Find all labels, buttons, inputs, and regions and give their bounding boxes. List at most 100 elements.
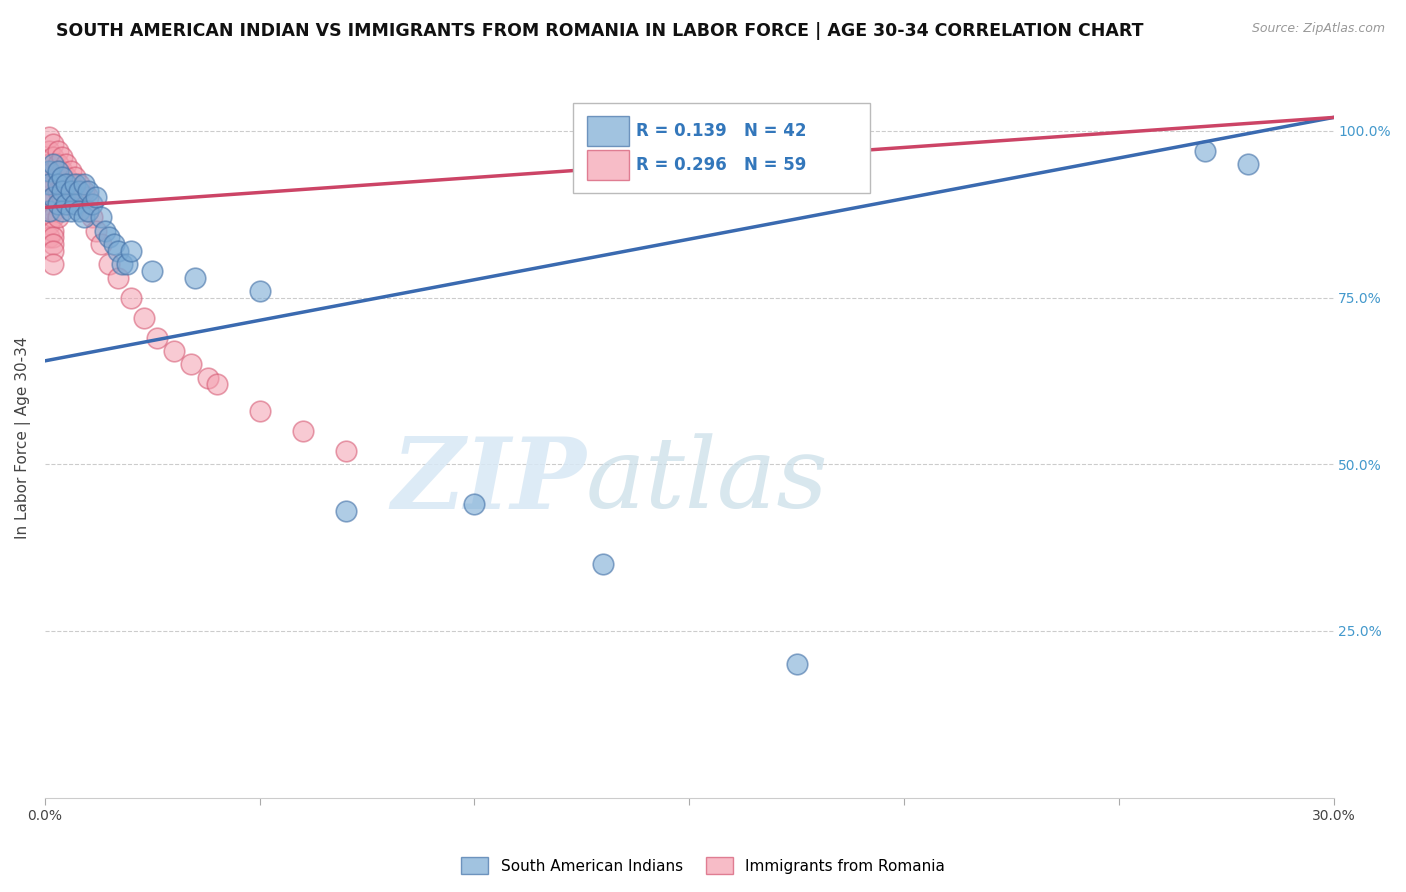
- Point: [63, 177, 86, 191]
- Point: [55, 197, 77, 211]
- Point: [55, 157, 77, 171]
- Point: [42, 257, 65, 271]
- Point: [38, 230, 60, 244]
- Point: [51, 203, 73, 218]
- Point: [90, 237, 112, 252]
- Point: [55, 177, 77, 191]
- Point: [82, 197, 104, 211]
- Point: [76, 203, 98, 218]
- Text: R = 0.296   N = 59: R = 0.296 N = 59: [637, 156, 807, 174]
- Point: [76, 184, 98, 198]
- Point: [42, 190, 65, 204]
- FancyBboxPatch shape: [588, 116, 628, 146]
- Legend: South American Indians, Immigrants from Romania: South American Indians, Immigrants from …: [454, 851, 952, 880]
- Point: [51, 163, 73, 178]
- Point: [107, 244, 129, 258]
- Point: [42, 151, 65, 165]
- Point: [82, 211, 104, 225]
- Text: ZIP: ZIP: [391, 433, 586, 529]
- Point: [786, 657, 808, 672]
- Text: atlas: atlas: [586, 434, 830, 528]
- Point: [55, 170, 77, 185]
- Point: [38, 203, 60, 218]
- Point: [59, 184, 82, 198]
- Point: [46, 211, 69, 225]
- Point: [180, 357, 202, 371]
- Point: [249, 404, 271, 418]
- Point: [51, 184, 73, 198]
- Point: [90, 211, 112, 225]
- Point: [46, 163, 69, 178]
- Point: [86, 224, 108, 238]
- Point: [463, 497, 485, 511]
- Point: [98, 230, 121, 244]
- Point: [51, 177, 73, 191]
- Point: [42, 157, 65, 171]
- Point: [46, 184, 69, 198]
- Point: [38, 203, 60, 218]
- Point: [76, 190, 98, 204]
- Point: [38, 163, 60, 178]
- Point: [38, 144, 60, 158]
- Point: [205, 377, 228, 392]
- FancyBboxPatch shape: [574, 103, 869, 193]
- Point: [42, 230, 65, 244]
- Point: [42, 203, 65, 218]
- Point: [42, 237, 65, 252]
- Point: [46, 197, 69, 211]
- Text: Source: ZipAtlas.com: Source: ZipAtlas.com: [1251, 22, 1385, 36]
- Point: [145, 330, 167, 344]
- Point: [115, 257, 138, 271]
- Point: [51, 151, 73, 165]
- Point: [592, 558, 614, 572]
- Point: [63, 184, 86, 198]
- Point: [335, 504, 357, 518]
- Point: [59, 203, 82, 218]
- Point: [51, 170, 73, 185]
- Point: [59, 190, 82, 204]
- Point: [51, 190, 73, 204]
- FancyBboxPatch shape: [588, 150, 628, 180]
- Point: [86, 190, 108, 204]
- Point: [132, 310, 155, 325]
- Point: [98, 257, 121, 271]
- Point: [141, 264, 163, 278]
- Point: [38, 130, 60, 145]
- Point: [76, 203, 98, 218]
- Point: [42, 137, 65, 152]
- Y-axis label: In Labor Force | Age 30-34: In Labor Force | Age 30-34: [15, 336, 31, 539]
- Point: [42, 244, 65, 258]
- Point: [42, 190, 65, 204]
- Point: [72, 184, 94, 198]
- Point: [42, 177, 65, 191]
- Point: [163, 343, 186, 358]
- Point: [59, 163, 82, 178]
- Point: [38, 184, 60, 198]
- Point: [67, 177, 90, 191]
- Point: [46, 157, 69, 171]
- Point: [46, 197, 69, 211]
- Point: [46, 177, 69, 191]
- Point: [46, 144, 69, 158]
- Point: [38, 170, 60, 185]
- Point: [111, 257, 134, 271]
- Point: [42, 211, 65, 225]
- Point: [94, 224, 117, 238]
- Point: [38, 197, 60, 211]
- Point: [67, 184, 90, 198]
- Point: [63, 197, 86, 211]
- Point: [335, 443, 357, 458]
- Point: [197, 370, 219, 384]
- Point: [67, 190, 90, 204]
- Point: [1236, 157, 1258, 171]
- Point: [291, 424, 314, 438]
- Point: [42, 163, 65, 178]
- Point: [46, 170, 69, 185]
- Point: [1194, 144, 1216, 158]
- Point: [55, 184, 77, 198]
- Point: [103, 237, 125, 252]
- Point: [38, 217, 60, 231]
- Point: [63, 170, 86, 185]
- Point: [38, 157, 60, 171]
- Point: [120, 291, 142, 305]
